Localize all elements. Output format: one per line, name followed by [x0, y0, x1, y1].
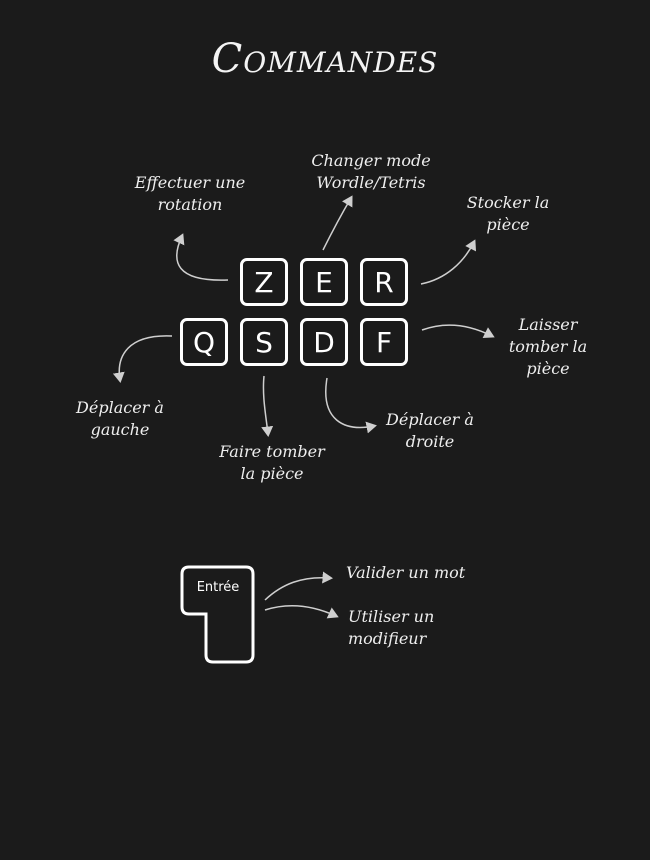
page-title: Commandes [211, 36, 439, 82]
key-z: Z [240, 258, 288, 306]
label-switch-mode: Changer mode Wordle/Tetris [311, 151, 431, 192]
arrow-modifier [264, 605, 339, 619]
key-d: D [300, 318, 348, 366]
arrow-store [420, 239, 477, 285]
key-f: F [360, 318, 408, 366]
arrow-switch-mode [322, 195, 353, 251]
label-modifier: Utiliser un modifieur [348, 607, 435, 648]
label-drop: Laisser tomber la pièce [508, 315, 588, 378]
key-r: R [360, 258, 408, 306]
label-move-right: Déplacer à droite [386, 410, 474, 451]
arrow-validate [264, 571, 333, 601]
arrow-drop [421, 324, 495, 339]
arrow-move-left [112, 335, 173, 383]
label-rotate: Effectuer une rotation [134, 173, 246, 214]
key-s: S [240, 318, 288, 366]
key-e: E [300, 258, 348, 306]
label-move-left: Déplacer à gauche [76, 398, 164, 439]
arrow-soft-drop [261, 375, 274, 437]
label-validate: Valider un mot [346, 563, 466, 582]
enter-key [180, 565, 255, 664]
label-store: Stocker la pièce [466, 193, 550, 234]
key-q: Q [180, 318, 228, 366]
label-soft-drop: Faire tomber la pièce [219, 442, 325, 483]
arrow-move-right [325, 377, 377, 434]
arrow-rotate [173, 233, 229, 281]
key-enter: Entrée [196, 580, 240, 595]
